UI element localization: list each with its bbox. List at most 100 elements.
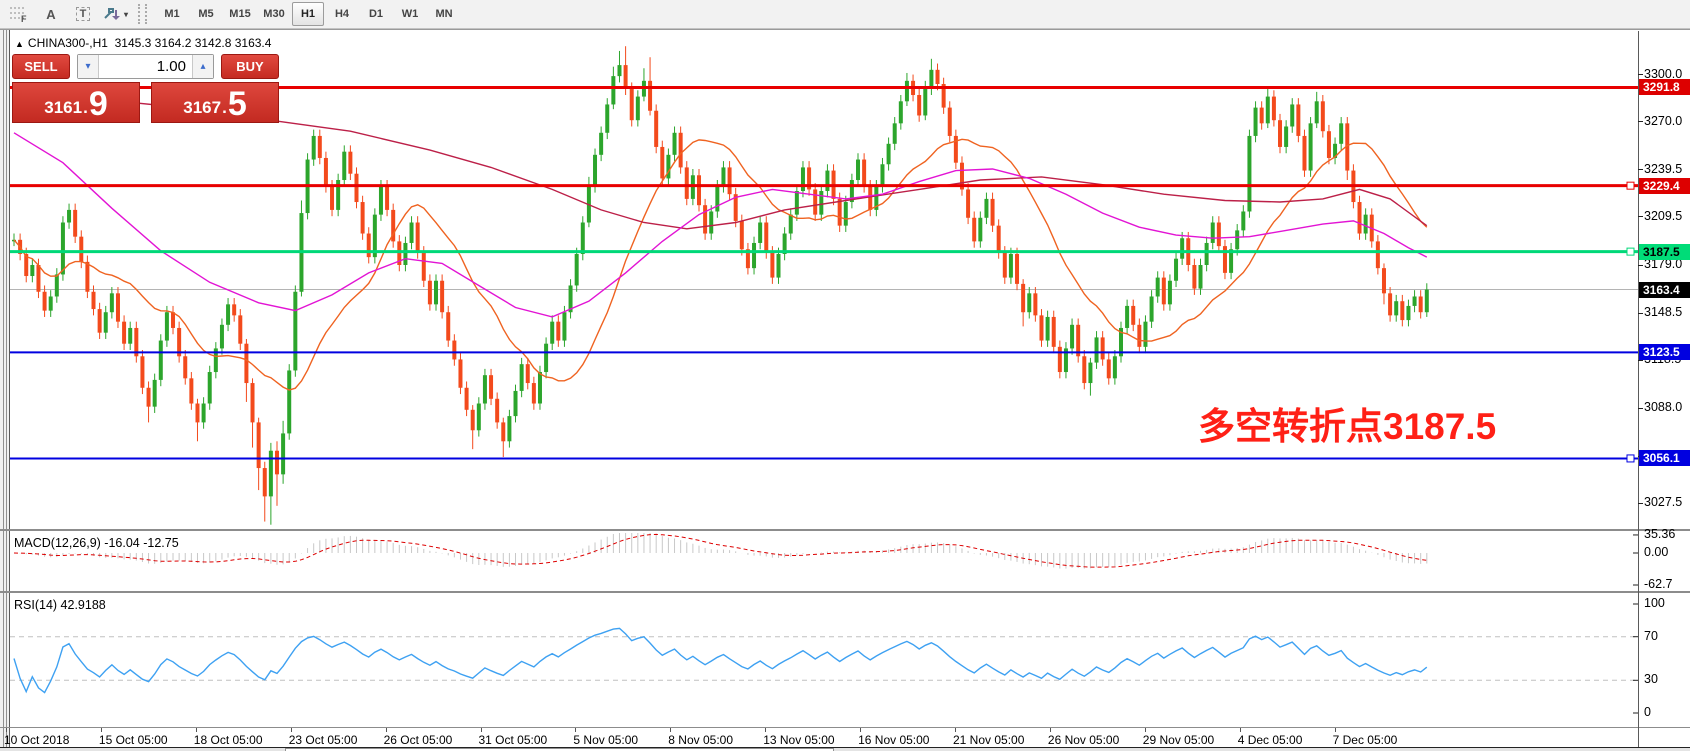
ma-slow-line bbox=[13, 92, 1428, 230]
timeframe-button-m1[interactable]: M1 bbox=[164, 8, 180, 20]
hline-handle-3187.5[interactable] bbox=[1626, 247, 1635, 256]
svg-text:F: F bbox=[21, 14, 27, 22]
price-tick-label: 3209.5 bbox=[1644, 208, 1683, 223]
dropdown-caret-icon[interactable]: ▾ bbox=[123, 9, 128, 19]
price-tick-mark bbox=[1638, 312, 1643, 314]
volume-input[interactable] bbox=[99, 55, 192, 78]
price-line-label-3056.1: 3056.1 bbox=[1639, 450, 1690, 467]
one-click-trading-panel: SELL ▾ ▴ BUY 3161.9 3167.5 bbox=[12, 54, 279, 123]
price-tick-label: 3088.0 bbox=[1644, 400, 1683, 415]
toolbar-grip bbox=[138, 4, 147, 24]
buy-price-base: 3167 bbox=[183, 98, 222, 117]
rsi-label: RSI(14) 42.9188 bbox=[14, 598, 106, 612]
candlestick-series bbox=[12, 46, 1429, 525]
time-axis-label: 26 Oct 05:00 bbox=[383, 733, 453, 747]
sell-price-display[interactable]: 3161. 9 bbox=[12, 82, 140, 123]
pane-separator-2[interactable] bbox=[0, 591, 1690, 593]
sell-button[interactable]: SELL bbox=[12, 54, 70, 79]
fibonacci-grid-icon[interactable]: F bbox=[6, 3, 32, 25]
time-axis-label: 18 Oct 05:00 bbox=[193, 733, 263, 747]
price-tick-label: 3270.0 bbox=[1644, 113, 1683, 128]
time-axis-label: 10 Oct 2018 bbox=[4, 733, 70, 747]
price-tick-label: 3239.5 bbox=[1644, 161, 1683, 176]
timeframe-button-m5[interactable]: M5 bbox=[198, 8, 214, 20]
rsi-axis-label: 70 bbox=[1644, 628, 1658, 643]
price-tick-label: 3300.0 bbox=[1644, 66, 1683, 81]
time-axis-tick bbox=[100, 728, 102, 732]
chart-ohlc-header: ▲ CHINA300-,H1 3145.3 3164.2 3142.8 3163.… bbox=[15, 36, 271, 50]
price-tick-mark bbox=[1638, 264, 1643, 266]
time-axis-tick bbox=[575, 728, 577, 732]
price-tick-label: 3179.0 bbox=[1644, 257, 1683, 271]
time-axis-label: 8 Nov 05:00 bbox=[668, 733, 734, 747]
hline-handle-3056.1[interactable] bbox=[1626, 454, 1635, 463]
price-line-label-3163.4: 3163.4 bbox=[1639, 281, 1690, 298]
buy-price-display[interactable]: 3167. 5 bbox=[151, 82, 279, 123]
macd-axis-label: 0.00 bbox=[1644, 545, 1669, 559]
ma-fast-line bbox=[13, 138, 1428, 391]
sell-price-big-digit: 9 bbox=[88, 85, 108, 124]
time-axis-tick bbox=[860, 728, 862, 732]
timeframe-bar: M1 M5 M15 M30 H1 H4 D1 W1 MN bbox=[155, 2, 461, 26]
collapse-triangle-icon[interactable]: ▲ bbox=[15, 39, 24, 49]
time-axis-tick bbox=[1049, 728, 1051, 732]
sell-price-base: 3161 bbox=[44, 98, 83, 117]
volume-increase-button[interactable]: ▴ bbox=[192, 55, 213, 78]
time-axis-label: 13 Nov 05:00 bbox=[763, 733, 835, 747]
toolbar: F A T ▾ M1 M5 M15 M30 H1 H4 D1 W1 MN bbox=[0, 0, 1690, 29]
price-tick-mark bbox=[1638, 169, 1643, 171]
macd-pane[interactable] bbox=[10, 531, 1638, 591]
time-axis-tick bbox=[385, 728, 387, 732]
time-axis-label: 21 Nov 05:00 bbox=[953, 733, 1025, 747]
pane-separator-1[interactable] bbox=[0, 529, 1690, 531]
symbol-name: CHINA300-,H1 bbox=[27, 36, 108, 50]
rsi-axis-label: 30 bbox=[1644, 672, 1658, 687]
price-axis-border bbox=[1638, 31, 1639, 747]
timeframe-button-w1[interactable]: W1 bbox=[401, 8, 419, 20]
time-axis-tick bbox=[290, 728, 292, 732]
volume-decrease-button[interactable]: ▾ bbox=[78, 55, 99, 78]
time-axis-tick bbox=[195, 728, 197, 732]
buy-price-dot: . bbox=[222, 98, 227, 117]
price-tick-mark bbox=[1638, 121, 1643, 123]
main-chart-pane[interactable] bbox=[10, 31, 1638, 529]
arrows-style-icon[interactable]: ▾ bbox=[102, 3, 128, 25]
window-frame-top bbox=[0, 29, 1690, 30]
buy-price-big-digit: 5 bbox=[227, 85, 247, 124]
chart-text-annotation[interactable]: 多空转折点3187.5 bbox=[1198, 406, 1497, 447]
timeframe-button-h1[interactable]: H1 bbox=[292, 2, 324, 26]
timeframe-button-m15[interactable]: M15 bbox=[229, 8, 251, 20]
timeframe-button-m30[interactable]: M30 bbox=[263, 8, 285, 20]
timeframe-button-mn[interactable]: MN bbox=[435, 8, 453, 20]
time-axis-label: 5 Nov 05:00 bbox=[573, 733, 639, 747]
time-axis-label: 15 Oct 05:00 bbox=[98, 733, 168, 747]
time-axis-tick bbox=[480, 728, 482, 732]
ma-mid-line bbox=[13, 132, 1428, 318]
text-label-icon[interactable]: A bbox=[46, 6, 56, 22]
time-axis-label: 26 Nov 05:00 bbox=[1047, 733, 1120, 747]
price-tick-label: 3148.5 bbox=[1644, 305, 1683, 319]
time-axis-tick bbox=[955, 728, 956, 732]
time-axis-label: 31 Oct 05:00 bbox=[478, 733, 548, 747]
time-axis-label: 29 Nov 05:00 bbox=[1142, 733, 1215, 747]
buy-button[interactable]: BUY bbox=[221, 54, 279, 79]
rsi-axis-label: 100 bbox=[1644, 596, 1665, 610]
text-box-icon[interactable]: T bbox=[70, 3, 96, 25]
time-axis-tick bbox=[1334, 728, 1336, 732]
timeframe-button-d1[interactable]: D1 bbox=[368, 8, 384, 20]
docked-window-edge bbox=[0, 748, 1690, 751]
price-tick-mark bbox=[1638, 502, 1643, 504]
rsi-pane[interactable] bbox=[10, 593, 1638, 727]
time-axis-label: 4 Dec 05:00 bbox=[1237, 733, 1303, 747]
time-axis-tick bbox=[6, 728, 7, 732]
window-bottom-border bbox=[0, 747, 1690, 748]
time-axis-label: 7 Dec 05:00 bbox=[1332, 733, 1398, 747]
window-frame-left bbox=[9, 30, 10, 748]
hline-handle-3229.4[interactable] bbox=[1626, 181, 1635, 190]
macd-axis-label: -62.7 bbox=[1644, 577, 1673, 591]
ohlc-values: 3145.3 3164.2 3142.8 3163.4 bbox=[114, 36, 272, 50]
timeframe-button-h4[interactable]: H4 bbox=[334, 8, 350, 20]
price-line-label-3123.5: 3123.5 bbox=[1639, 344, 1690, 361]
macd-signal-line bbox=[13, 533, 1427, 568]
